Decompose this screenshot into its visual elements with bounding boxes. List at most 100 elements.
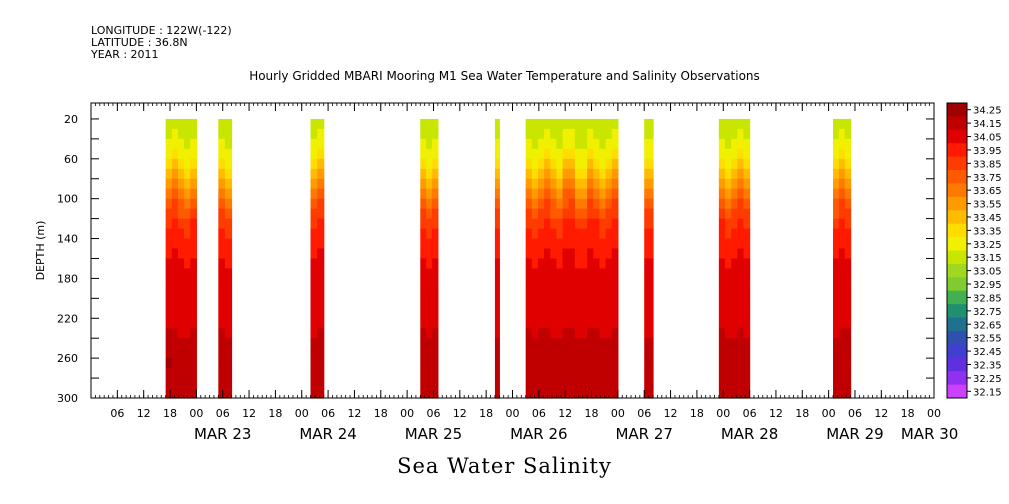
- salinity-cell: [611, 268, 619, 280]
- salinity-cell: [731, 358, 738, 369]
- salinity-cell: [426, 208, 433, 220]
- salinity-cell: [725, 318, 732, 329]
- salinity-cell: [731, 138, 738, 150]
- salinity-cell: [599, 188, 607, 200]
- salinity-cell: [725, 298, 732, 309]
- salinity-cell: [531, 368, 539, 379]
- salinity-cell: [731, 328, 738, 339]
- salinity-cell: [426, 218, 433, 230]
- colorbar-label: 32.35: [973, 360, 1002, 371]
- salinity-cell: [731, 238, 738, 250]
- salinity-cell: [184, 388, 191, 399]
- salinity-cell: [550, 198, 558, 210]
- salinity-cell: [718, 118, 726, 130]
- salinity-cell: [310, 118, 318, 130]
- salinity-cell: [432, 138, 439, 150]
- salinity-cell: [224, 308, 233, 319]
- salinity-cell: [580, 208, 588, 220]
- salinity-cell: [190, 118, 197, 130]
- salinity-cell: [494, 388, 500, 399]
- salinity-cell: [731, 318, 738, 329]
- salinity-cell: [737, 348, 745, 359]
- salinity-cell: [731, 258, 738, 270]
- salinity-cell: [737, 248, 745, 260]
- salinity-cell: [310, 238, 318, 250]
- salinity-cell: [644, 168, 654, 180]
- salinity-cell: [310, 278, 318, 289]
- salinity-cell: [587, 318, 594, 329]
- salinity-cell: [580, 148, 588, 160]
- salinity-cell: [317, 278, 325, 289]
- salinity-cell: [165, 138, 173, 150]
- salinity-cell: [731, 198, 738, 210]
- salinity-cell: [171, 148, 179, 160]
- salinity-cell: [432, 188, 439, 200]
- salinity-cell: [838, 198, 846, 210]
- salinity-cell: [556, 158, 564, 170]
- salinity-cell: [165, 238, 173, 250]
- salinity-cell: [593, 128, 601, 140]
- salinity-cell: [190, 308, 197, 319]
- hour-tick-label: 12: [453, 407, 467, 420]
- salinity-cell: [432, 148, 439, 160]
- y-tick-label: 220: [57, 312, 78, 325]
- salinity-cell: [580, 178, 588, 190]
- salinity-cell: [177, 118, 185, 130]
- salinity-cell: [574, 378, 582, 389]
- salinity-cell: [544, 128, 551, 140]
- salinity-cell: [177, 128, 185, 140]
- salinity-cell: [190, 358, 197, 369]
- salinity-cell: [593, 238, 601, 250]
- salinity-cell: [317, 298, 325, 309]
- salinity-cell: [611, 148, 619, 160]
- salinity-cell: [562, 178, 570, 190]
- salinity-cell: [218, 328, 226, 339]
- salinity-cell: [580, 118, 588, 130]
- hour-tick-label: 18: [163, 407, 177, 420]
- salinity-cell: [544, 378, 551, 389]
- date-label: MAR 26: [510, 425, 567, 443]
- salinity-cell: [593, 368, 601, 379]
- salinity-cell: [494, 158, 500, 170]
- salinity-cell: [605, 258, 613, 270]
- hour-tick-label: 18: [690, 407, 704, 420]
- salinity-cell: [593, 268, 601, 280]
- salinity-cell: [580, 268, 588, 280]
- salinity-cell: [743, 358, 751, 369]
- salinity-cell: [432, 318, 439, 329]
- salinity-cell: [737, 338, 745, 349]
- colorbar-label: 34.25: [973, 106, 1002, 117]
- salinity-cell: [599, 288, 607, 299]
- salinity-cell: [725, 278, 732, 289]
- salinity-cell: [725, 208, 732, 220]
- salinity-cell: [611, 388, 619, 399]
- salinity-cell: [494, 128, 500, 140]
- chart-title: Hourly Gridded MBARI Mooring M1 Sea Wate…: [249, 69, 760, 83]
- salinity-cell: [568, 388, 576, 399]
- salinity-cell: [605, 158, 613, 170]
- salinity-cell: [580, 358, 588, 369]
- salinity-cell: [844, 208, 852, 220]
- salinity-cell: [218, 188, 226, 200]
- salinity-cell: [531, 178, 539, 190]
- salinity-cell: [838, 138, 846, 150]
- y-tick-label: 300: [57, 392, 78, 405]
- salinity-cell: [605, 388, 613, 399]
- salinity-cell: [593, 148, 601, 160]
- salinity-cell: [224, 358, 233, 369]
- salinity-cell: [317, 368, 325, 379]
- salinity-cell: [494, 348, 500, 359]
- salinity-cell: [171, 338, 179, 349]
- salinity-cell: [611, 198, 619, 210]
- salinity-cell: [833, 288, 840, 299]
- salinity-cell: [737, 238, 745, 250]
- salinity-cell: [562, 118, 570, 130]
- salinity-cell: [574, 318, 582, 329]
- salinity-cell: [574, 208, 582, 220]
- salinity-cell: [611, 358, 619, 369]
- colorbar-label: 32.55: [973, 334, 1002, 345]
- salinity-cell: [743, 388, 751, 399]
- salinity-cell: [568, 138, 576, 150]
- y-axis-label: DEPTH (m): [34, 221, 47, 281]
- salinity-cell: [605, 208, 613, 220]
